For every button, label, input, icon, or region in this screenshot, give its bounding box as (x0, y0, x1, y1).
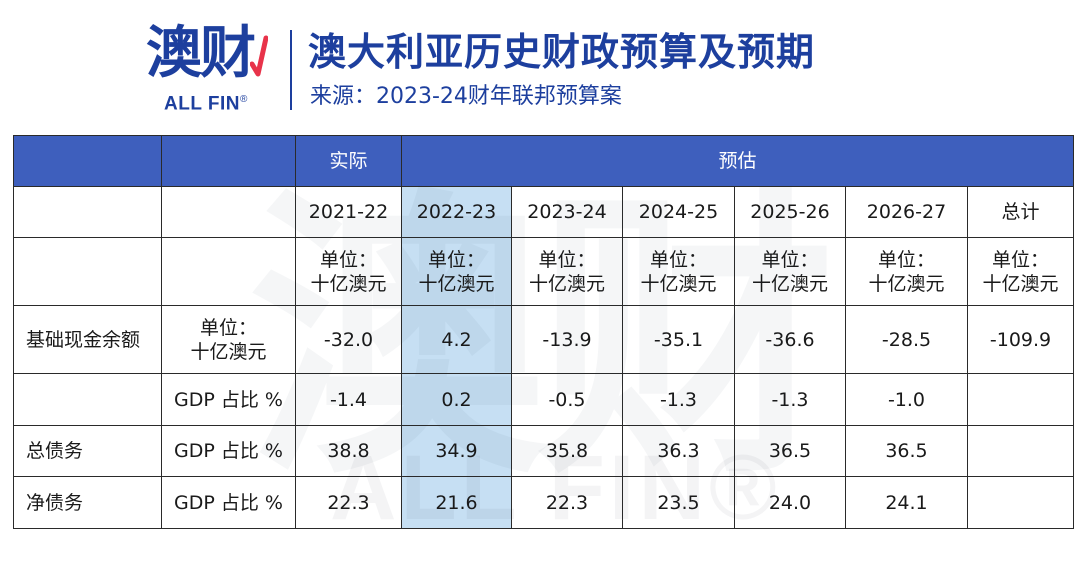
unit-line-2: 十亿澳元 (310, 272, 387, 295)
empty-cell (13, 186, 162, 238)
value-cell: 24.1 (845, 476, 968, 529)
total-header: 总计 (966, 186, 1075, 238)
unit-line-1: 单位： (649, 248, 707, 271)
value-cell: -1.3 (622, 373, 735, 426)
unit-header-row: 单位： 十亿澳元 单位： 十亿澳元 单位： 十亿澳元 单位： 十亿澳元 单位： 十亿澳元 … (13, 237, 1075, 306)
value-cell: -1.3 (734, 373, 846, 426)
unit-header-cell: 单位： 十亿澳元 (622, 237, 735, 306)
value-cell: 22.3 (295, 476, 402, 529)
row-unit-cell: GDP 占比 % (161, 476, 296, 529)
group-header-row: 实际 预估 (13, 135, 1075, 187)
year-header: 2021-22 (295, 186, 402, 238)
unit-line-2: 十亿澳元 (982, 272, 1059, 295)
logo-chinese-text: 澳财 (146, 21, 256, 86)
value-cell: 0.2 (401, 373, 512, 426)
unit-line-2: 十亿澳元 (528, 272, 605, 295)
year-header: 2025-26 (734, 186, 846, 238)
total-value-cell (966, 425, 1075, 477)
unit-header-cell: 单位： 十亿澳元 (734, 237, 846, 306)
value-cell: -1.4 (295, 373, 402, 426)
value-cell: -0.5 (511, 373, 623, 426)
page-header: 澳财 ALL FIN® 澳大利亚历史财政预算及预期 来源：2023-24财年联邦… (0, 0, 1080, 128)
unit-line-1: 单位： (319, 248, 377, 271)
unit-header-cell: 单位： 十亿澳元 (295, 237, 402, 306)
unit-line-1: 单位： (427, 248, 485, 271)
unit-line-2: 十亿澳元 (640, 272, 717, 295)
table-row-underlying-cash-balance: 基础现金余额 单位： 十亿澳元 -32.0 4.2 -13.9 -35.1 -36… (13, 305, 1075, 374)
row-label (13, 373, 162, 426)
page-subtitle: 来源：2023-24财年联邦预算案 (310, 84, 622, 109)
actual-group-header: 实际 (295, 135, 402, 187)
value-cell: -36.6 (734, 305, 846, 374)
value-cell: 36.5 (734, 425, 846, 477)
value-cell: 21.6 (401, 476, 512, 529)
logo-registered-mark: ® (239, 94, 248, 105)
row-unit-cell: GDP 占比 % (161, 373, 296, 426)
table-row-net-debt: 净债务 GDP 占比 % 22.3 21.6 22.3 23.5 24.0 24… (13, 476, 1075, 529)
empty-cell (13, 237, 162, 306)
empty-cell (161, 237, 296, 306)
value-cell: 23.5 (622, 476, 735, 529)
value-cell: 22.3 (511, 476, 623, 529)
unit-header-cell: 单位： 十亿澳元 (966, 237, 1075, 306)
row-label: 净债务 (13, 476, 162, 529)
unit-header-cell: 单位： 十亿澳元 (401, 237, 512, 306)
empty-header-cell (13, 135, 162, 187)
table-row-gross-debt: 总债务 GDP 占比 % 38.8 34.9 35.8 36.3 36.5 36… (13, 425, 1075, 477)
year-header-row: 2021-22 2022-23 2023-24 2024-25 2025-26 … (13, 186, 1075, 238)
empty-header-cell (161, 135, 296, 187)
total-value-cell (966, 476, 1075, 529)
value-cell: -32.0 (295, 305, 402, 374)
unit-line-2: 十亿澳元 (190, 340, 267, 363)
logo-check-mark-icon (250, 35, 268, 77)
unit-header-cell: 单位： 十亿澳元 (845, 237, 968, 306)
unit-line-1: 单位： (761, 248, 819, 271)
logo-en-label: ALL FIN (164, 93, 240, 115)
table-row-cash-balance-gdp: GDP 占比 % -1.4 0.2 -0.5 -1.3 -1.3 -1.0 (13, 373, 1075, 426)
total-value-cell: -109.9 (966, 305, 1075, 374)
unit-line-2: 十亿澳元 (868, 272, 945, 295)
total-value-cell (966, 373, 1075, 426)
unit-line-2: 十亿澳元 (751, 272, 828, 295)
value-cell: -35.1 (622, 305, 735, 374)
value-cell: -28.5 (845, 305, 968, 374)
year-header: 2024-25 (622, 186, 735, 238)
brand-logo: 澳财 ALL FIN® (146, 22, 278, 118)
value-cell: 36.5 (845, 425, 968, 477)
header-divider (290, 30, 292, 110)
row-label: 总债务 (13, 425, 162, 477)
unit-line-1: 单位： (992, 248, 1050, 271)
value-cell: -1.0 (845, 373, 968, 426)
unit-line-1: 单位： (199, 316, 257, 339)
row-label: 基础现金余额 (13, 305, 162, 374)
logo-english-text: ALL FIN® (164, 88, 248, 116)
page-title: 澳大利亚历史财政预算及预期 (308, 30, 816, 74)
value-cell: 4.2 (401, 305, 512, 374)
unit-header-cell: 单位： 十亿澳元 (511, 237, 623, 306)
value-cell: 35.8 (511, 425, 623, 477)
value-cell: 36.3 (622, 425, 735, 477)
unit-line-2: 十亿澳元 (418, 272, 495, 295)
forecast-group-header: 预估 (400, 135, 1075, 187)
year-header: 2022-23 (401, 186, 512, 238)
row-unit-cell: GDP 占比 % (161, 425, 296, 477)
value-cell: 34.9 (401, 425, 512, 477)
empty-cell (161, 186, 296, 238)
value-cell: 38.8 (295, 425, 402, 477)
year-header: 2023-24 (511, 186, 623, 238)
unit-line-1: 单位： (538, 248, 596, 271)
row-unit-cell: 单位： 十亿澳元 (161, 305, 296, 374)
value-cell: 24.0 (734, 476, 846, 529)
year-header: 2026-27 (845, 186, 968, 238)
budget-table-container: 实际 预估 2021-22 2022-23 2023-24 2024-25 20… (13, 135, 1075, 529)
unit-line-1: 单位： (877, 248, 935, 271)
value-cell: -13.9 (511, 305, 623, 374)
budget-table: 实际 预估 2021-22 2022-23 2023-24 2024-25 20… (13, 135, 1075, 529)
